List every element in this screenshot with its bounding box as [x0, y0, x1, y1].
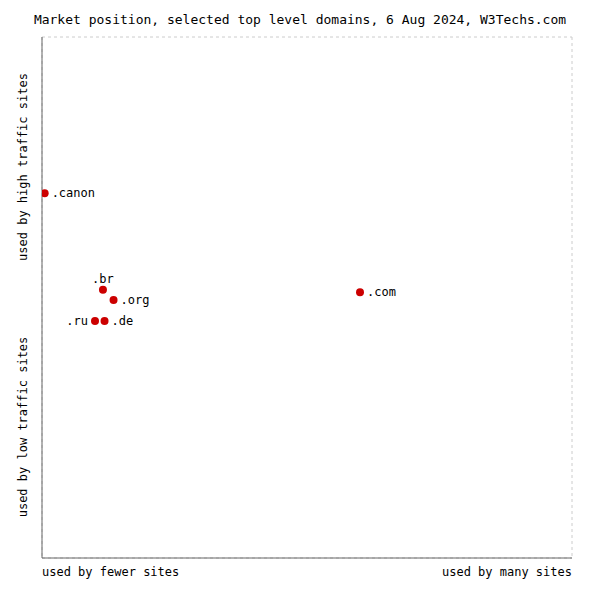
- svg-text:.ru: .ru: [66, 314, 88, 328]
- svg-text:.de: .de: [112, 314, 134, 328]
- svg-text:.com: .com: [367, 285, 396, 299]
- svg-text:.canon: .canon: [52, 186, 95, 200]
- html-text:used by high traffic sites: used by high traffic sites: [16, 73, 30, 261]
- svg-text:.br: .br: [92, 272, 114, 286]
- html-text:Market position, selected top: Market position, selected top level doma…: [33, 12, 567, 27]
- html-text:used by many sites: used by many sites: [442, 565, 572, 579]
- html-text:used by low traffic sites: used by low traffic sites: [16, 336, 30, 518]
- svg-text:.org: .org: [121, 293, 150, 307]
- html-text:used by fewer sites: used by fewer sites: [42, 565, 180, 579]
